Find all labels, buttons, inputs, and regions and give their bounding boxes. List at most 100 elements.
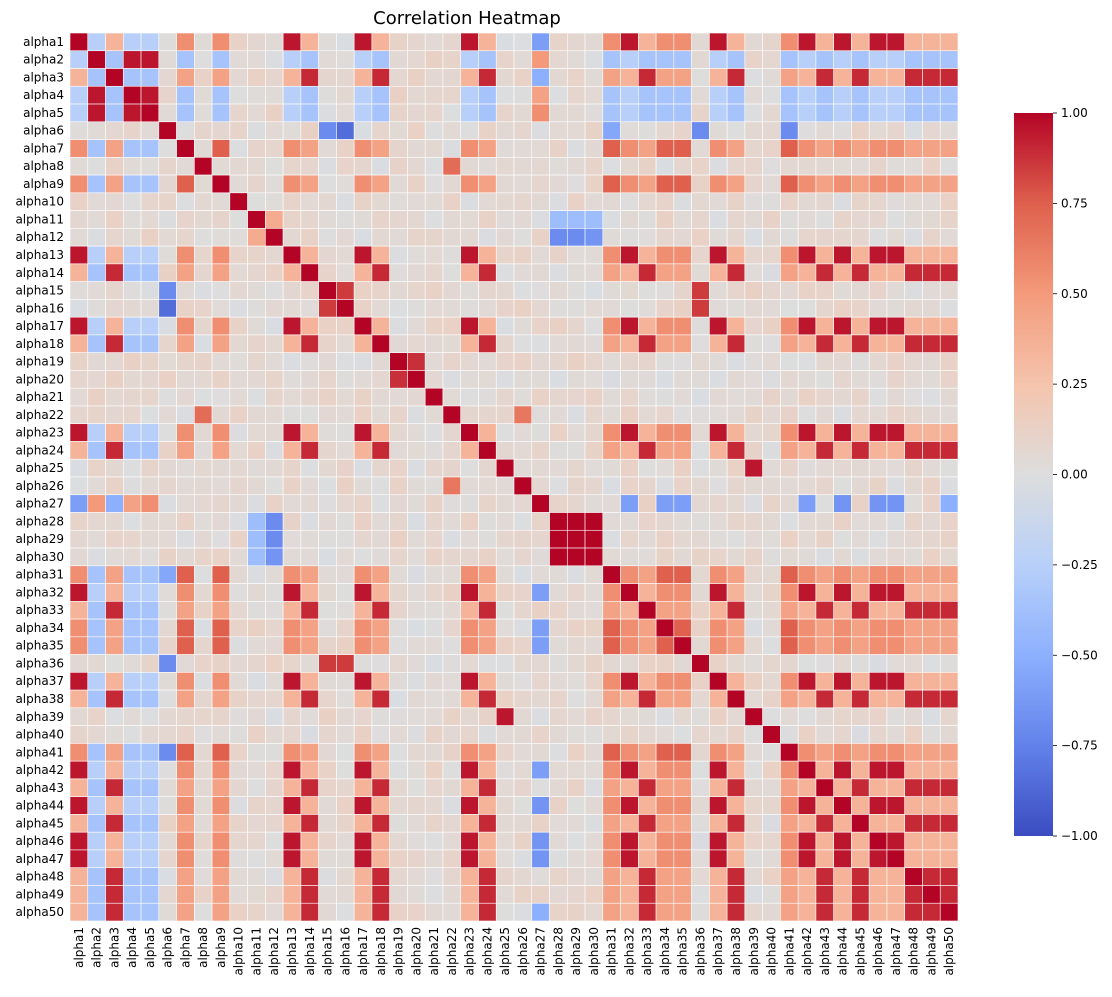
heatmap-cell [69,441,89,460]
heatmap-cell [105,263,124,282]
heatmap-cell [833,814,852,833]
heatmap-cell [176,778,195,797]
heatmap-cell [194,441,213,460]
heatmap-cell [939,636,959,655]
heatmap-cell [851,299,870,318]
heatmap-cell [584,902,604,922]
heatmap-cell [247,601,266,620]
heatmap-cell [442,654,462,673]
heatmap-cell [247,494,266,513]
heatmap-cell [87,547,106,567]
heatmap-cell [851,50,870,69]
heatmap-cell [371,725,390,744]
heatmap-cell [691,778,710,797]
heatmap-cell [140,814,160,833]
heatmap-cell [566,618,586,638]
heatmap-cell [371,441,390,460]
heatmap-cell [194,32,213,52]
heatmap-cell [602,370,621,389]
x-tick-label: alpha31 [605,927,619,976]
heatmap-cell [815,405,834,425]
heatmap-cell [87,583,106,602]
heatmap-cell [69,405,89,425]
heatmap-cell [353,849,373,869]
heatmap-cell [620,370,639,389]
heatmap-cell [176,85,195,105]
heatmap-cell [336,281,355,300]
heatmap-cell [726,831,746,851]
heatmap-cell [389,103,408,123]
heatmap-cell [833,370,852,389]
heatmap-cell [69,103,89,123]
heatmap-cell [353,458,373,478]
heatmap-cell [566,174,586,194]
heatmap-cell [495,636,515,655]
heatmap-cell [762,387,781,407]
heatmap-cell [318,743,337,762]
heatmap-cell [868,174,888,194]
heatmap-cell [140,672,160,691]
colorbar-tick-label: −0.75 [1061,739,1098,753]
heatmap-cell [655,50,675,69]
heatmap-cell [265,547,284,567]
heatmap-cell [300,50,319,69]
heatmap-cell [495,157,515,176]
heatmap-cell [709,902,728,922]
x-tick-label: alpha2 [90,927,104,968]
heatmap-cell [762,831,781,851]
heatmap-cell [815,210,834,229]
heatmap-cell [780,565,799,584]
heatmap-cell [655,672,675,691]
heatmap-cell [744,210,763,229]
heatmap-cell [495,370,515,389]
heatmap-cell [780,68,799,87]
heatmap-cell [726,547,746,567]
heatmap-cell [442,636,462,655]
heatmap-cell [371,192,390,211]
heatmap-cell [904,831,923,851]
heatmap-cell [620,32,639,52]
heatmap-cell [460,210,479,229]
heatmap-cell [531,316,550,336]
heatmap-cell [265,885,284,904]
heatmap-cell [211,512,231,531]
heatmap-cell [531,618,550,638]
heatmap-cell [194,228,213,247]
x-tick-label: alpha28 [551,927,565,976]
heatmap-cell [478,743,497,762]
heatmap-cell [815,245,834,265]
heatmap-cell [211,228,231,247]
heatmap-cell [69,281,89,300]
heatmap-cell [868,760,888,780]
heatmap-cell [904,672,923,691]
heatmap-cell [318,725,337,744]
heatmap-cell [868,139,888,158]
heatmap-cell [886,352,906,371]
heatmap-cell [460,796,479,815]
heatmap-cell [744,636,763,655]
heatmap-cell [353,228,373,247]
heatmap-cell [744,547,763,567]
heatmap-cell [797,423,817,442]
heatmap-cell [513,192,533,211]
heatmap-cell [424,476,444,496]
heatmap-cell [531,405,550,425]
heatmap-cell [265,601,284,620]
heatmap-cell [691,689,710,709]
heatmap-cell [495,299,515,318]
heatmap-cell [922,85,941,105]
heatmap-cell [833,263,852,282]
heatmap-cell [851,796,870,815]
heatmap-cell [158,494,177,513]
heatmap-cell [389,316,408,336]
heatmap-cell [620,689,639,709]
heatmap-cell [531,441,550,460]
heatmap-cell [282,441,302,460]
heatmap-cell [566,778,586,797]
heatmap-cell [229,405,248,425]
heatmap-cell [122,814,142,833]
heatmap-cell [868,725,888,744]
heatmap-cell [851,636,870,655]
heatmap-cell [282,672,302,691]
heatmap-cell [620,263,639,282]
